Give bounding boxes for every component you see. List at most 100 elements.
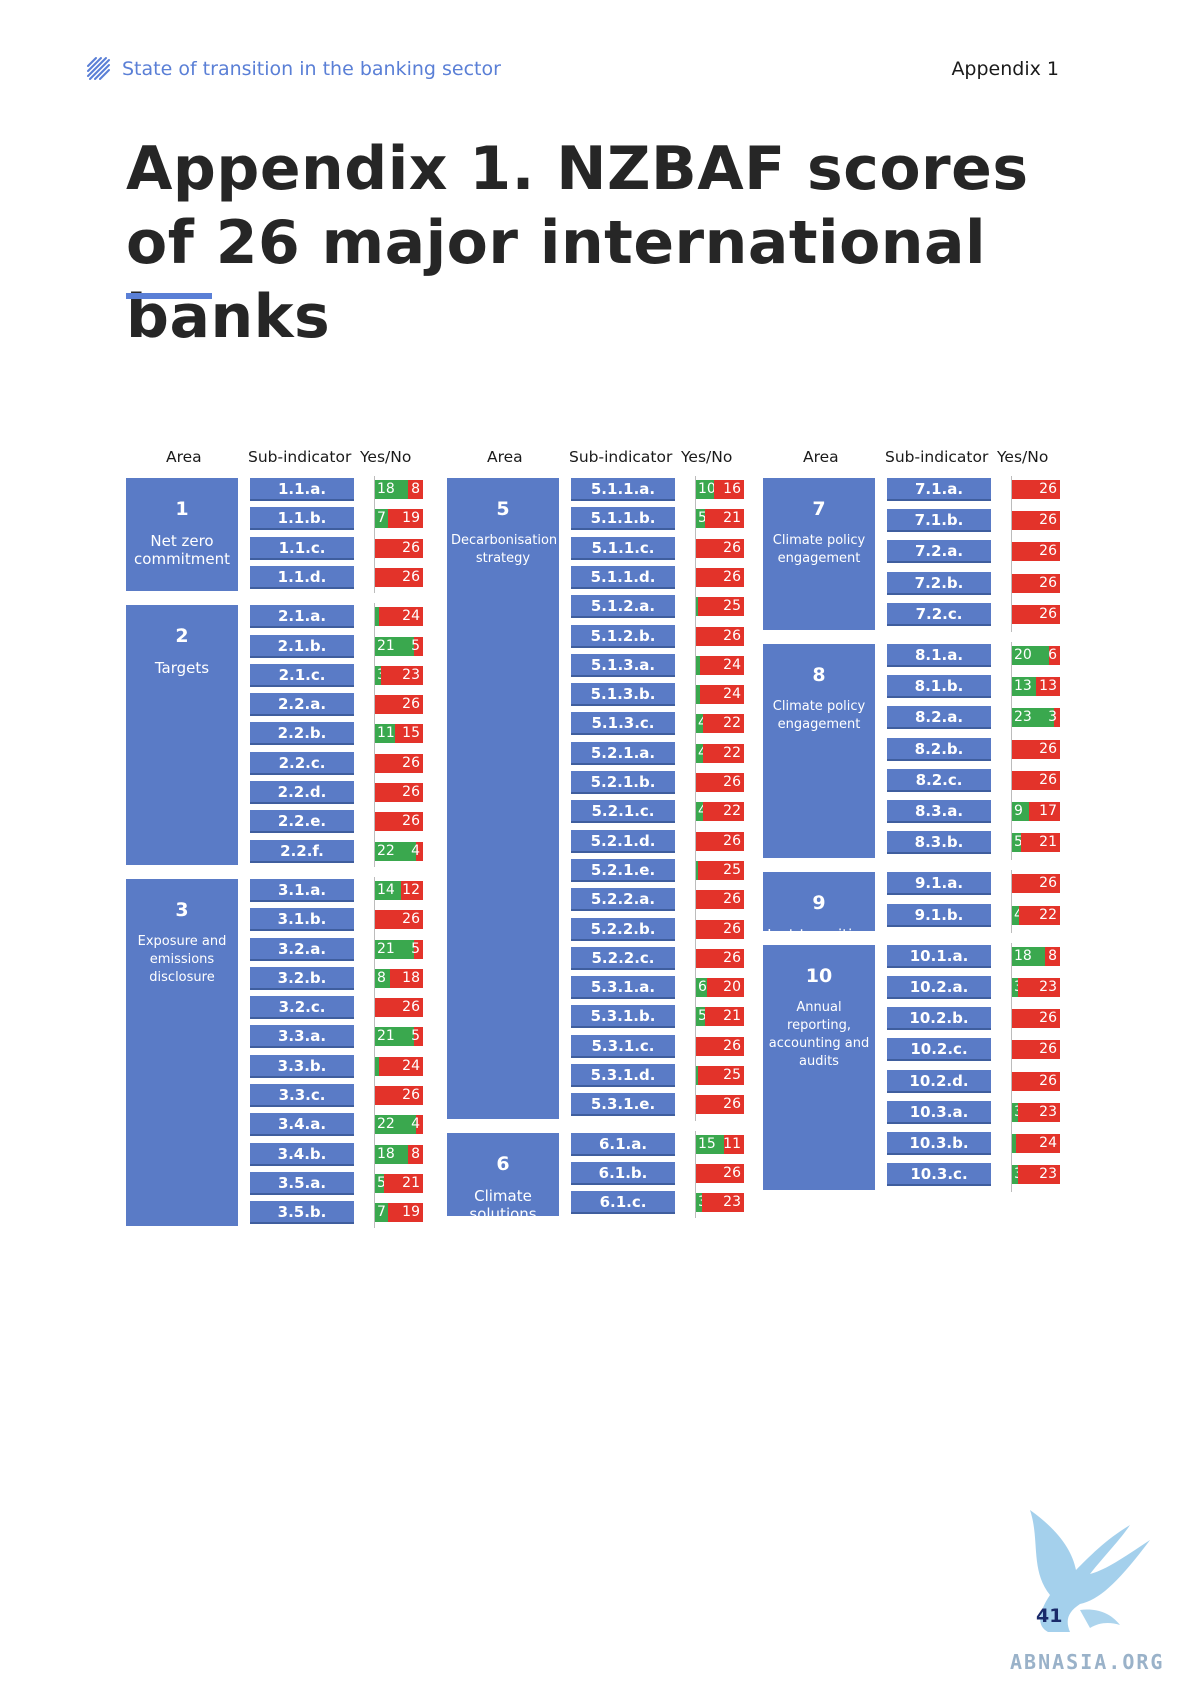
no-count: 8 xyxy=(411,1145,420,1162)
yes-segment xyxy=(696,1066,698,1085)
no-count: 26 xyxy=(723,568,741,585)
no-count: 26 xyxy=(723,1096,741,1113)
no-segment: 26 xyxy=(375,1086,423,1105)
column-header-yn: Yes/No xyxy=(997,448,1049,466)
sub-indicator-2.2.d: 2.2.d. xyxy=(250,781,354,804)
no-segment: 26 xyxy=(1012,542,1060,562)
yes-count: 6 xyxy=(698,979,707,996)
no-segment: 25 xyxy=(697,597,744,617)
yes-no-axis xyxy=(374,476,375,594)
no-count: 4 xyxy=(411,1116,420,1133)
yes-segment: 13 xyxy=(1012,677,1036,697)
yes-count: 5 xyxy=(1014,834,1023,851)
column-header-sub: Sub-indicator xyxy=(885,448,989,466)
sub-indicator-2.1.a: 2.1.a. xyxy=(250,605,354,629)
sub-indicator-5.3.1.c: 5.3.1.c. xyxy=(571,1034,675,1058)
yes-no-bar: 26 xyxy=(375,567,423,587)
no-count: 23 xyxy=(1039,979,1057,995)
sub-indicator-1.1.d: 1.1.d. xyxy=(250,565,354,589)
area-box-10: 10 Annual reporting, accounting and audit… xyxy=(763,944,875,1191)
area-box-3: 3 Exposure and emissions disclosure xyxy=(126,878,238,1227)
yes-count: 5 xyxy=(698,1008,707,1025)
yes-count: 18 xyxy=(1014,947,1032,964)
no-segment: 26 xyxy=(1012,573,1060,593)
yes-count: 15 xyxy=(698,1135,716,1152)
yes-segment xyxy=(375,607,379,627)
no-count: 26 xyxy=(1039,481,1057,497)
area-number: 10 xyxy=(805,964,833,987)
yes-segment xyxy=(696,597,698,617)
no-count: 26 xyxy=(402,784,420,800)
no-segment: 26 xyxy=(696,831,744,851)
sub-indicator-5.3.1.d: 5.3.1.d. xyxy=(571,1064,675,1087)
no-count: 26 xyxy=(402,568,420,585)
yes-count: 9 xyxy=(1014,803,1023,819)
no-count: 5 xyxy=(411,940,420,957)
yes-no-bar: 4 22 xyxy=(696,743,744,763)
no-segment: 21 xyxy=(384,1173,423,1193)
no-count: 25 xyxy=(723,861,741,878)
no-count: 26 xyxy=(402,1087,420,1103)
sub-indicator-3.1.a: 3.1.a. xyxy=(250,878,354,902)
yes-segment: 18 xyxy=(1012,946,1046,966)
no-count: 26 xyxy=(402,999,420,1016)
no-count: 22 xyxy=(723,744,741,761)
no-segment: 26 xyxy=(696,948,744,968)
area-number: 6 xyxy=(496,1152,510,1175)
no-segment: 26 xyxy=(1012,480,1060,499)
yes-no-bar: 24 xyxy=(375,607,423,627)
yes-no-bar: 26 xyxy=(696,773,744,792)
yes-segment: 20 xyxy=(1012,646,1049,665)
no-count: 20 xyxy=(723,979,741,996)
yes-no-axis xyxy=(1011,870,1012,933)
yes-no-bar: 24 xyxy=(696,685,744,705)
no-count: 26 xyxy=(723,1164,741,1181)
area-box-8: 8 Climate policy engagement xyxy=(763,644,875,859)
sub-indicator-5.1.3.b: 5.1.3.b. xyxy=(571,683,675,707)
yes-no-bar: 26 xyxy=(696,948,744,968)
no-count: 23 xyxy=(723,1194,741,1211)
no-count: 6 xyxy=(1048,647,1057,663)
area-box-6: 6 Climate solutions xyxy=(447,1132,559,1223)
sub-indicator-7.1.b: 7.1.b. xyxy=(887,509,991,533)
yes-segment: 8 xyxy=(375,968,390,988)
yes-segment: 5 xyxy=(696,1007,707,1027)
yes-no-bar: 25 xyxy=(696,1066,744,1085)
area-box-7: 7 Climate policy engagement xyxy=(763,478,875,630)
yes-no-bar: 26 xyxy=(1012,770,1060,790)
column-header-yn: Yes/No xyxy=(681,448,733,466)
no-segment: 6 xyxy=(1048,646,1060,665)
yes-no-bar: 25 xyxy=(696,860,744,880)
page-title: Appendix 1. NZBAF scores of 26 major int… xyxy=(126,134,1029,352)
no-count: 26 xyxy=(723,1037,741,1054)
yes-count: 18 xyxy=(377,1145,395,1162)
yes-count: 23 xyxy=(1014,709,1032,726)
no-segment: 23 xyxy=(1017,978,1060,997)
yes-segment xyxy=(696,685,700,705)
yes-no-bar: 323 xyxy=(696,1193,744,1213)
no-segment: 22 xyxy=(703,743,744,763)
column-header-area: Area xyxy=(166,448,202,466)
sub-indicator-5.1.3.c: 5.1.3.c. xyxy=(571,712,675,736)
no-count: 26 xyxy=(402,696,420,713)
sub-indicator-3.2.a: 3.2.a. xyxy=(250,937,354,961)
sub-indicator-5.3.1.a: 5.3.1.a. xyxy=(571,976,675,1000)
yes-segment xyxy=(375,1056,379,1076)
yes-no-bar: 26 xyxy=(375,910,423,930)
area-number: 8 xyxy=(812,664,826,686)
no-segment: 4 xyxy=(411,841,423,861)
no-count: 11 xyxy=(723,1135,741,1152)
column-header-sub: Sub-indicator xyxy=(569,448,673,466)
no-count: 23 xyxy=(1039,1103,1057,1120)
no-segment: 19 xyxy=(387,509,423,529)
no-segment: 5 xyxy=(411,636,423,656)
yes-no-bar: 323 xyxy=(1012,1165,1060,1185)
sub-indicator-3.1.b: 3.1.b. xyxy=(250,908,354,932)
yes-no-bar: 7 19 xyxy=(375,509,423,529)
no-count: 23 xyxy=(1039,1166,1057,1183)
yes-segment: 4 xyxy=(696,743,707,763)
area-box-9: 9 Just transition xyxy=(763,872,875,944)
no-segment: 23 xyxy=(380,665,423,685)
area-name: Exposure and emissions disclosure xyxy=(137,933,227,985)
yes-no-bar: 18 8 xyxy=(375,1144,423,1164)
